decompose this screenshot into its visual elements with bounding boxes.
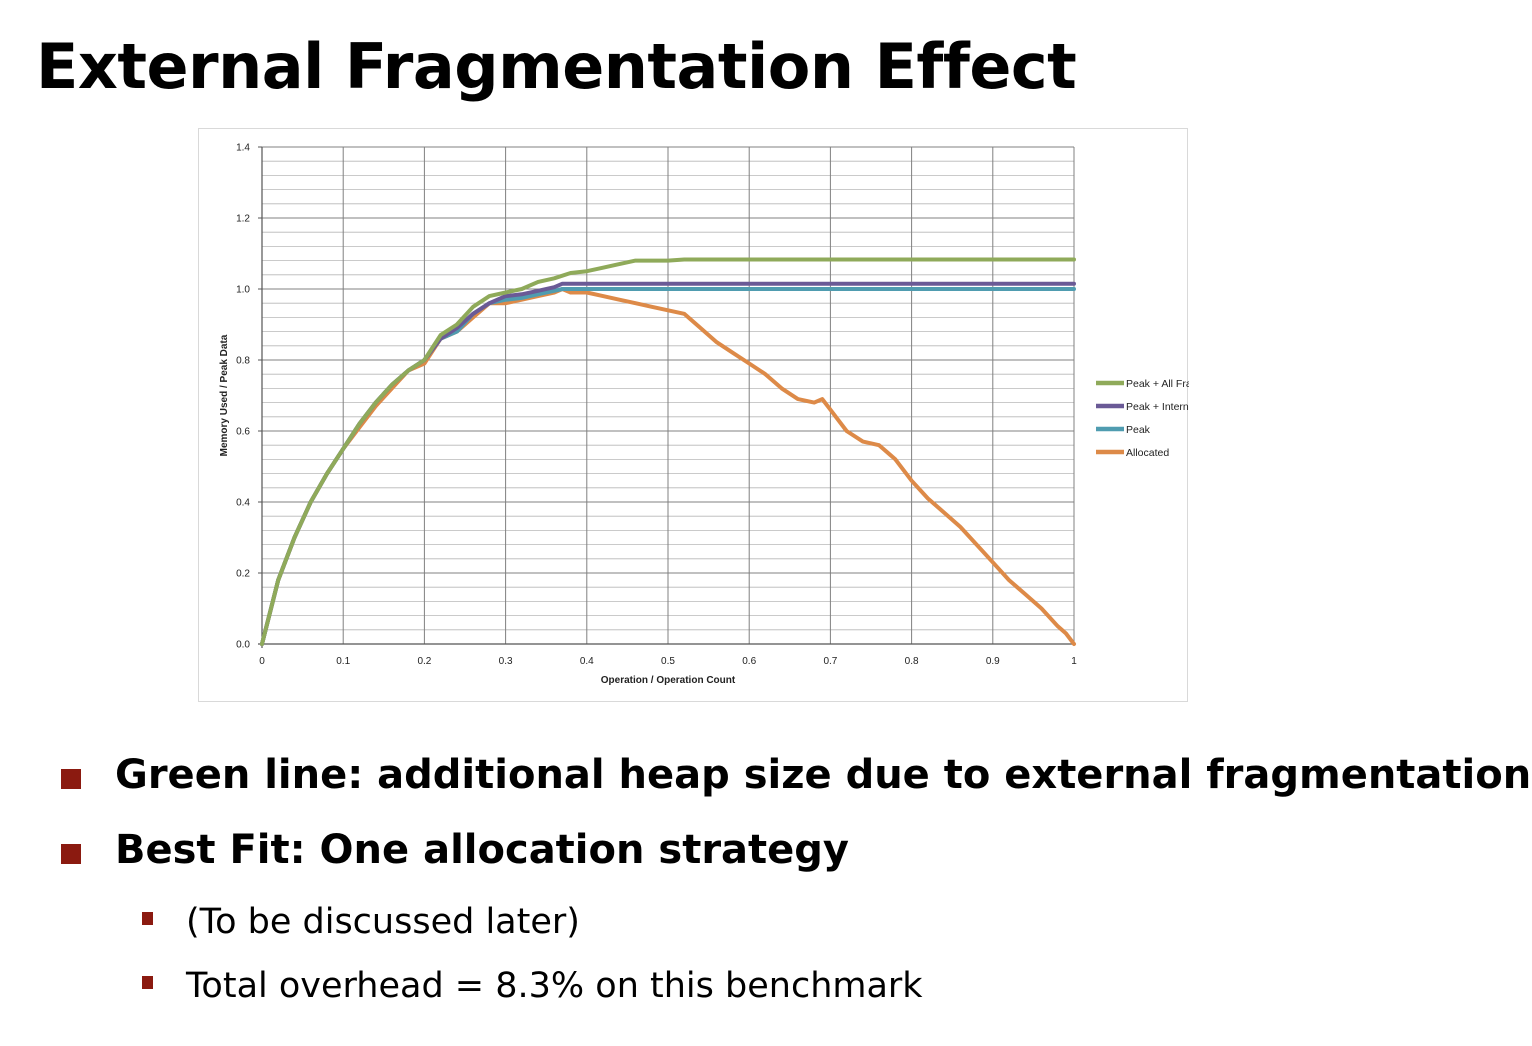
- x-tick-label: 0.9: [986, 656, 1000, 667]
- bullet-marker: [61, 769, 81, 789]
- bullet-item-best-fit: Best Fit: One allocation strategy: [61, 827, 850, 873]
- y-tick-label: 1.4: [236, 143, 250, 154]
- y-axis-title: Memory Used / Peak Data: [219, 334, 230, 456]
- x-tick-label: 0.6: [742, 656, 756, 667]
- bullet-text: Green line: additional heap size due to …: [115, 752, 1532, 798]
- sub-bullet-marker: [142, 912, 153, 925]
- x-tick-label: 0.7: [823, 656, 837, 667]
- x-tick-label: 0.8: [905, 656, 919, 667]
- sub-bullet-marker: [142, 976, 153, 989]
- x-tick-label: 0.4: [580, 656, 594, 667]
- bullet-text: Total overhead = 8.3% on this benchmark: [186, 966, 923, 1006]
- x-tick-label: 1: [1071, 656, 1077, 667]
- slide-title: External Fragmentation Effect: [36, 30, 1077, 103]
- x-axis-title: Operation / Operation Count: [601, 675, 736, 686]
- legend-label: Allocated: [1126, 447, 1169, 459]
- legend-label: Peak + Internal Frag: [1126, 401, 1189, 413]
- y-tick-label: 0.4: [236, 498, 250, 509]
- sub-bullet-item-total-overhead: Total overhead = 8.3% on this benchmark: [142, 966, 923, 1006]
- y-tick-label: 0.0: [236, 640, 250, 651]
- y-tick-label: 1.2: [236, 214, 250, 225]
- x-tick-label: 0: [259, 656, 265, 667]
- bullet-text: Best Fit: One allocation strategy: [115, 827, 850, 873]
- x-tick-label: 0.5: [661, 656, 675, 667]
- y-tick-label: 0.2: [236, 569, 250, 580]
- x-tick-label: 0.1: [336, 656, 350, 667]
- y-tick-label: 0.6: [236, 427, 250, 438]
- y-tick-label: 1.0: [236, 285, 250, 296]
- bullet-item-green-line: Green line: additional heap size due to …: [61, 752, 1532, 798]
- y-tick-label: 0.8: [236, 356, 250, 367]
- legend-label: Peak: [1126, 424, 1151, 436]
- legend-label: Peak + All Frag (Best Fit): [1126, 378, 1189, 390]
- series-line-peak-all-frag-best-fit: [260, 257, 1076, 646]
- line-chart: 0.0 0.2 0.4 0.6 0.8 1.0 1.2 1.4 0 0.1 0.2 0.3 0.4 0.5…: [219, 143, 1189, 687]
- sub-bullet-item-discussed-later: (To be discussed later): [142, 902, 580, 942]
- bullet-marker: [61, 844, 81, 864]
- bullet-text: (To be discussed later): [186, 902, 580, 942]
- chart-frame: 0.0 0.2 0.4 0.6 0.8 1.0 1.2 1.4 0 0.1 0.2 0.3 0.4 0.5…: [198, 128, 1189, 702]
- x-tick-label: 0.2: [417, 656, 431, 667]
- x-tick-label: 0.3: [499, 656, 513, 667]
